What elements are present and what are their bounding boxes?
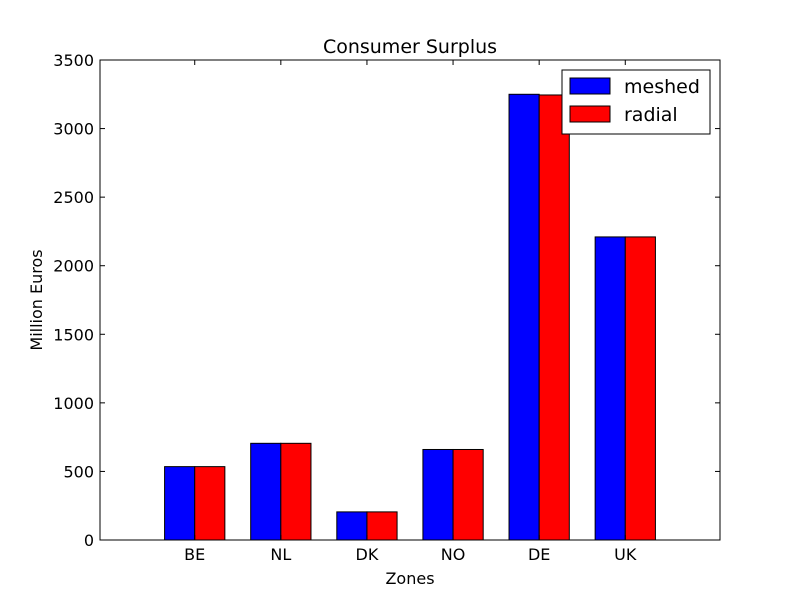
bar-radial-nl <box>280 442 312 541</box>
bar-meshed-no <box>422 448 454 541</box>
y-tick-label: 0 <box>84 531 94 550</box>
y-axis: 0 500 1000 1500 2000 2500 3000 3500 <box>53 51 720 550</box>
legend: meshed radial <box>561 69 711 135</box>
y-axis-label: Million Euros <box>27 249 46 350</box>
bar-radial-no <box>452 448 484 541</box>
y-tick-label: 3500 <box>53 51 94 70</box>
bar-radial-dk <box>366 511 398 541</box>
plot-frame <box>99 59 721 541</box>
bars-group <box>164 93 656 541</box>
x-axis: BE NL DK NO DE UK <box>184 60 637 564</box>
y-tick-label: 1500 <box>53 325 94 344</box>
x-tick-label-no: NO <box>441 545 466 564</box>
y-tick-label: 1000 <box>53 394 94 413</box>
bar-radial-uk <box>624 236 656 541</box>
bar-radial-be <box>194 466 226 541</box>
bar-meshed-be <box>164 466 196 541</box>
x-axis-label: Zones <box>385 569 434 588</box>
y-tick-label: 500 <box>63 462 94 481</box>
bar-meshed-de <box>508 93 540 541</box>
y-tick-label: 2000 <box>53 257 94 276</box>
legend-swatch-radial <box>569 105 611 123</box>
legend-label-meshed: meshed <box>624 76 700 98</box>
x-tick-label-uk: UK <box>614 545 637 564</box>
y-tick-label: 2500 <box>53 188 94 207</box>
bar-radial-de <box>538 94 570 541</box>
x-tick-label-be: BE <box>184 545 205 564</box>
legend-swatch-meshed <box>569 77 611 95</box>
x-tick-label-nl: NL <box>270 545 291 564</box>
bar-meshed-dk <box>336 511 368 541</box>
bar-meshed-nl <box>250 442 282 541</box>
x-tick-label-dk: DK <box>356 545 379 564</box>
legend-label-radial: radial <box>624 104 678 126</box>
y-tick-label: 3000 <box>53 120 94 139</box>
chart-title: Consumer Surplus <box>323 36 497 58</box>
x-tick-label-de: DE <box>528 545 550 564</box>
bar-meshed-uk <box>594 236 626 541</box>
